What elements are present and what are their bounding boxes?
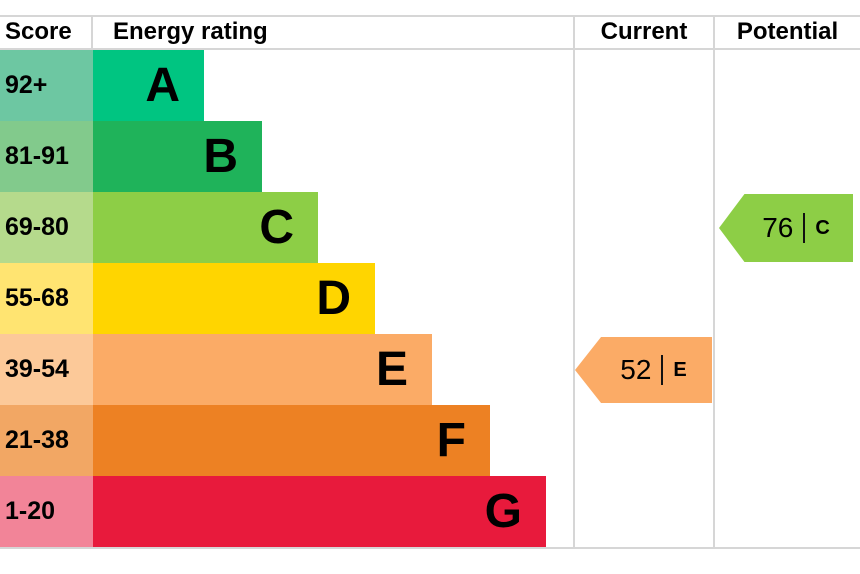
top-border-line <box>0 15 860 17</box>
current-column-header: Current <box>600 17 688 45</box>
potential-column-header: Potential <box>736 17 839 45</box>
current-rating-letter: E <box>673 359 687 381</box>
band-row-b: 81-91 B <box>0 121 262 192</box>
energy-rating-column-header: Energy rating <box>113 17 268 45</box>
score-letter-separator <box>803 213 806 243</box>
current-rating-arrow: 52 E <box>575 337 712 403</box>
current-score-value: 52 <box>620 354 652 385</box>
potential-column-divider <box>713 15 715 549</box>
rating-letter: B <box>203 129 238 183</box>
band-row-c: 69-80 C <box>0 192 318 263</box>
rating-letter: G <box>484 484 522 538</box>
rating-letter: A <box>145 58 180 112</box>
score-range-label: 69-80 <box>0 192 93 263</box>
rating-letter: E <box>375 342 408 396</box>
current-column-divider <box>573 15 575 549</box>
score-range-label: 1-20 <box>0 476 93 547</box>
score-column-divider <box>91 15 93 50</box>
band-row-f: 21-38 F <box>0 405 490 476</box>
score-range-label: 55-68 <box>0 263 93 334</box>
score-letter-separator <box>661 355 664 385</box>
potential-score-value: 76 <box>762 212 794 243</box>
score-range-label: 21-38 <box>0 405 93 476</box>
rating-bar-f: F <box>93 405 490 476</box>
rating-letter: F <box>436 413 466 467</box>
band-row-e: 39-54 E <box>0 334 432 405</box>
band-row-d: 55-68 D <box>0 263 375 334</box>
score-range-label: 39-54 <box>0 334 93 405</box>
rating-bar-g: G <box>93 476 546 547</box>
rating-bar-e: E <box>93 334 432 405</box>
potential-rating-letter: C <box>815 217 830 239</box>
rating-letter: D <box>316 271 351 325</box>
score-range-label: 81-91 <box>0 121 93 192</box>
bottom-border-line <box>0 547 860 549</box>
potential-rating-arrow: 76 C <box>719 194 853 262</box>
rating-letter: C <box>259 200 294 254</box>
rating-bar-b: B <box>93 121 262 192</box>
rating-bar-d: D <box>93 263 375 334</box>
score-range-label: 92+ <box>0 50 93 121</box>
score-column-header: Score <box>5 17 72 45</box>
rating-bar-a: A <box>93 50 204 121</box>
rating-bar-c: C <box>93 192 318 263</box>
band-row-a: 92+ A <box>0 50 204 121</box>
header-bottom-line <box>0 48 860 50</box>
band-row-g: 1-20 G <box>0 476 546 547</box>
